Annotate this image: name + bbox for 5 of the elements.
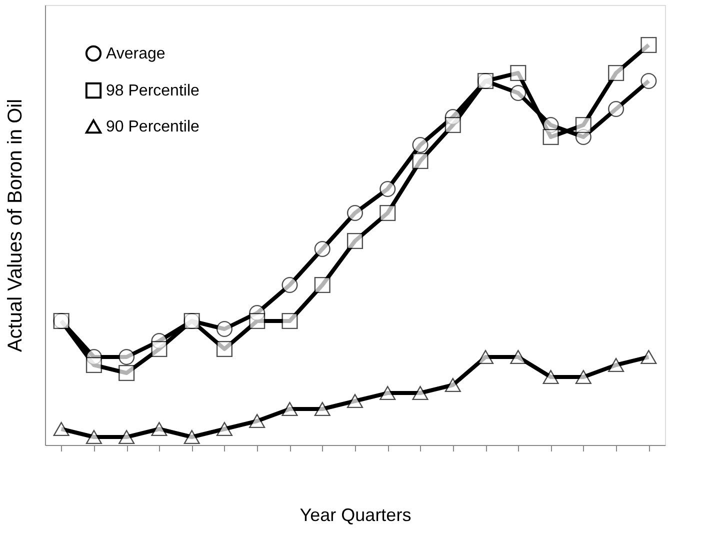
legend-label: Average	[106, 46, 166, 62]
legend-label: 90 Percentile	[106, 118, 200, 136]
x-axis-title: Year Quarters	[300, 505, 412, 525]
legend-label: 98 Percentile	[106, 82, 200, 100]
y-axis-title: Actual Values of Boron in Oil	[4, 98, 26, 352]
